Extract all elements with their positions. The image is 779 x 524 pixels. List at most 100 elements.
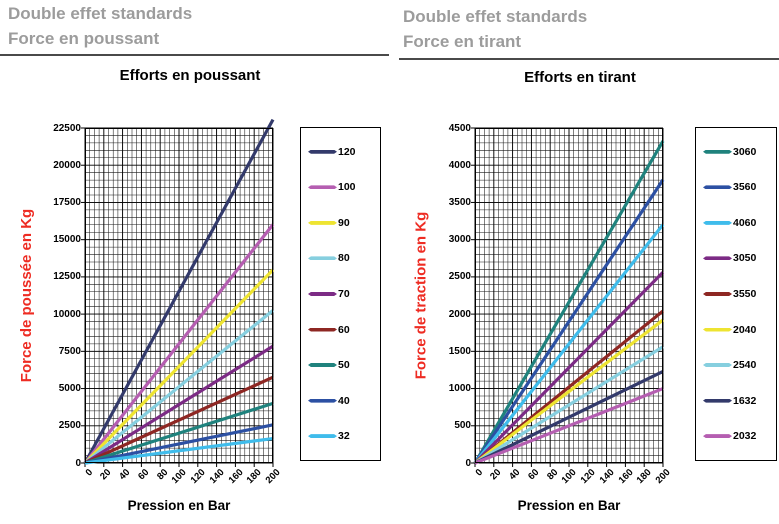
legend-item: 3560	[703, 181, 776, 193]
x-axis-title-left: Pression en Bar	[127, 498, 231, 513]
x-tick-label: 80	[544, 467, 560, 483]
legend-label: 100	[338, 181, 356, 194]
legend-label: 1632	[733, 394, 757, 407]
legend-item: 3060	[703, 146, 776, 158]
series-line-70	[84, 344, 274, 465]
y-tick-label: 0	[465, 457, 471, 469]
series-line-3560	[473, 178, 665, 464]
x-tick-label: 0	[473, 467, 485, 479]
y-tick-label: 3500	[448, 196, 471, 208]
legend-item: 1632	[703, 395, 776, 407]
series-line-32	[84, 436, 274, 465]
legend-item: 120	[308, 146, 380, 158]
header-rule-left	[0, 54, 389, 56]
y-tick-label: 5000	[58, 383, 81, 395]
x-tick-label: 80	[154, 467, 170, 483]
y-tick-label: 1500	[448, 345, 471, 357]
legend-label: 50	[338, 359, 350, 372]
legend-line-marker	[703, 185, 732, 190]
legend-item: 60	[308, 324, 380, 336]
legend-label: 40	[338, 394, 350, 407]
header-line2-right: Force en tirant	[403, 32, 522, 51]
legend-box-right: 3060 3560 4060 3050 3550 2040 2540 1632 2032	[695, 127, 777, 461]
x-tick-label: 140	[597, 467, 617, 486]
legend-label: 70	[338, 287, 350, 300]
legend-item: 70	[308, 288, 380, 300]
x-tick-label: 180	[634, 467, 654, 486]
y-tick-label: 20000	[53, 159, 81, 171]
legend-label: 3560	[733, 181, 757, 194]
x-tick-label: 40	[507, 467, 523, 483]
y-tick-label: 22500	[53, 122, 81, 134]
x-tick-label: 180	[244, 467, 264, 486]
legend-item: 40	[308, 395, 380, 407]
series-line-100	[83, 223, 275, 464]
legend-item: 2540	[703, 359, 776, 371]
legend-item: 90	[308, 217, 380, 229]
legend-label: 2040	[733, 323, 757, 336]
legend-line-marker	[703, 363, 732, 368]
legend-item: 2032	[703, 430, 776, 442]
x-tick-label: 20	[488, 467, 504, 483]
legend-label: 90	[338, 216, 350, 229]
series-line-50	[84, 401, 274, 465]
legend-line-marker	[308, 256, 337, 261]
y-tick-label: 2500	[58, 420, 81, 432]
legend-line-marker	[308, 398, 337, 403]
x-tick-labels-left: 0 20 40 60 80 100 120 140 160 180 200	[83, 464, 283, 494]
legend-line-marker	[308, 291, 337, 296]
chart-title-left: Efforts en poussant	[119, 67, 261, 84]
series-line-90	[83, 268, 275, 465]
legend-label: 2032	[733, 430, 757, 443]
series-line-3060	[473, 140, 665, 464]
series-line-3050	[473, 271, 665, 465]
header-line1-left: Double effet standards	[8, 4, 193, 23]
series-line-1632	[474, 369, 664, 465]
legend-line-marker	[703, 434, 732, 439]
series-line-40	[84, 423, 274, 465]
legend-item: 80	[308, 252, 380, 264]
header-line2-left: Force en poussant	[8, 29, 160, 48]
x-tick-label: 100	[169, 467, 189, 486]
legend-item: 4060	[703, 217, 776, 229]
y-tick-label: 3000	[448, 234, 471, 246]
x-tick-label: 160	[616, 467, 636, 486]
legend-label: 3550	[733, 287, 757, 300]
y-axis-title-right: Force de traction en Kg	[412, 211, 430, 380]
legend-item: 32	[308, 430, 380, 442]
legend-line-marker	[703, 291, 732, 296]
legend-line-marker	[308, 327, 337, 332]
x-tick-label: 60	[525, 467, 542, 483]
legend-label: 120	[338, 145, 356, 158]
x-tick-label: 0	[83, 467, 95, 479]
y-tick-label: 2000	[448, 308, 471, 320]
x-tick-label: 160	[226, 467, 246, 486]
legend-line-marker	[703, 220, 732, 225]
x-tick-label: 40	[117, 467, 133, 483]
legend-item: 3550	[703, 288, 776, 300]
series-layer	[473, 140, 665, 465]
series-layer	[83, 118, 275, 465]
x-tick-label: 20	[98, 467, 114, 483]
y-axis-title-left: Force de poussée en Kg	[18, 208, 36, 383]
y-tick-labels-right: 0 500 1000 1500 2000 2500 3000 3500 4000 4500	[436, 123, 471, 469]
x-axis-title-right: Pression en Bar	[517, 498, 621, 513]
legend-box-left: 120 100 90 80 70 60 50 40 32	[300, 127, 381, 461]
legend-line-marker	[308, 363, 337, 368]
y-tick-label: 2500	[448, 271, 471, 283]
legend-label: 60	[338, 323, 350, 336]
legend-line-marker	[308, 434, 337, 439]
legend-line-marker	[703, 149, 732, 154]
x-tick-label: 100	[559, 467, 579, 486]
y-tick-label: 4000	[448, 159, 471, 171]
legend-line-marker	[308, 185, 337, 190]
y-tick-label: 10000	[53, 308, 81, 320]
series-line-80	[83, 309, 275, 465]
legend-line-marker	[703, 398, 732, 403]
legend-line-marker	[703, 327, 732, 332]
x-tick-label: 60	[135, 467, 152, 483]
x-tick-label: 120	[188, 467, 208, 486]
y-tick-label: 1000	[448, 383, 471, 395]
x-tick-labels-right: 0 20 40 60 80 100 120 140 160 180 200	[473, 464, 673, 494]
plot-area-right	[471, 127, 665, 467]
